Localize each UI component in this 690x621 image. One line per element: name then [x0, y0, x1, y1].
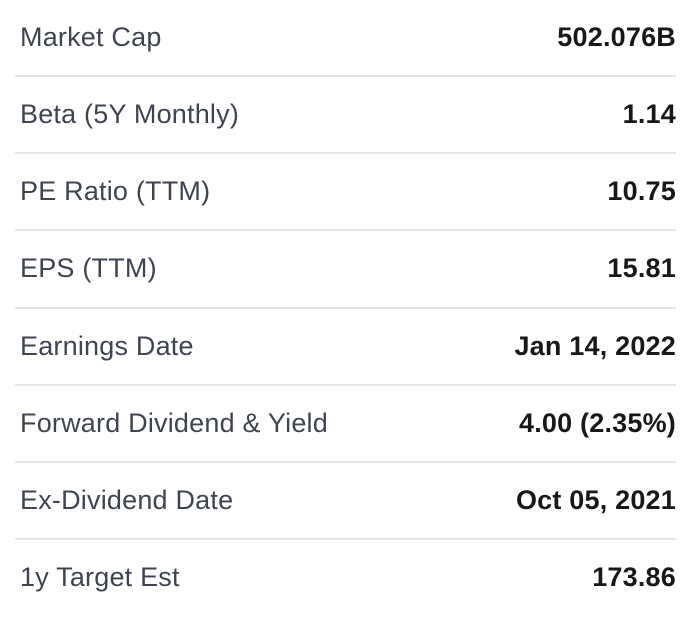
- stat-label: Market Cap: [20, 22, 162, 53]
- stat-label: 1y Target Est: [20, 561, 180, 592]
- stat-label: Forward Dividend & Yield: [20, 407, 328, 438]
- stat-row-1y-target-est: 1y Target Est 173.86: [15, 540, 676, 615]
- stat-value: 15.81: [607, 253, 676, 284]
- stat-value: Oct 05, 2021: [515, 484, 676, 515]
- stat-value: 502.076B: [557, 22, 676, 53]
- stat-row-market-cap: Market Cap 502.076B: [15, 0, 676, 78]
- stat-label: Beta (5Y Monthly): [20, 99, 240, 130]
- stat-value: 1.14: [622, 99, 676, 130]
- stat-value: 173.86: [592, 561, 676, 592]
- stat-row-ex-dividend-date: Ex-Dividend Date Oct 05, 2021: [15, 463, 676, 540]
- stat-value: Jan 14, 2022: [514, 330, 676, 361]
- stat-label: Earnings Date: [20, 330, 194, 361]
- stat-value: 10.75: [607, 176, 676, 207]
- stat-row-earnings-date: Earnings Date Jan 14, 2022: [15, 309, 676, 386]
- stat-value: 4.00 (2.35%): [519, 407, 676, 438]
- stat-row-forward-dividend-yield: Forward Dividend & Yield 4.00 (2.35%): [15, 386, 676, 463]
- stat-label: Ex-Dividend Date: [20, 484, 234, 515]
- stat-row-pe-ratio: PE Ratio (TTM) 10.75: [15, 154, 676, 232]
- stat-row-beta: Beta (5Y Monthly) 1.14: [15, 77, 676, 155]
- stat-row-eps: EPS (TTM) 15.81: [15, 231, 676, 309]
- stat-label: PE Ratio (TTM): [20, 176, 211, 207]
- stat-label: EPS (TTM): [20, 253, 157, 284]
